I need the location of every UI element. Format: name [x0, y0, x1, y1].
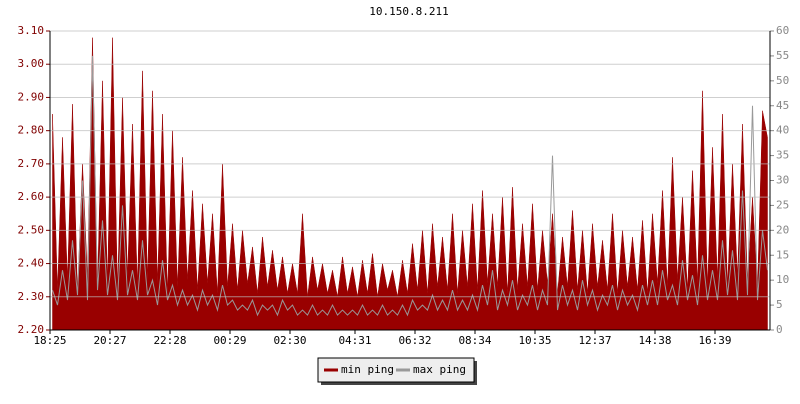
y2-tick-label: 25: [776, 198, 789, 211]
x-tick-label: 02:30: [273, 334, 306, 347]
y2-tick-label: 45: [776, 99, 789, 112]
y-tick-label: 2.20: [18, 323, 45, 336]
x-tick-label: 06:32: [398, 334, 431, 347]
y-tick-label: 2.70: [18, 157, 45, 170]
legend-label: max ping: [413, 363, 466, 376]
y-tick-label: 2.50: [18, 223, 45, 236]
y2-tick-label: 10: [776, 273, 789, 286]
chart-title: 10.150.8.211: [369, 5, 448, 18]
y2-tick-label: 5: [776, 298, 783, 311]
x-tick-label: 22:28: [153, 334, 186, 347]
x-tick-label: 16:39: [698, 334, 731, 347]
x-tick-label: 10:35: [518, 334, 551, 347]
y-tick-label: 3.10: [18, 24, 45, 37]
legend-label: min ping: [341, 363, 394, 376]
y-tick-label: 2.40: [18, 257, 45, 270]
y-tick-label: 2.60: [18, 190, 45, 203]
x-tick-label: 20:27: [93, 334, 126, 347]
y-tick-label: 3.00: [18, 57, 45, 70]
x-tick-label: 08:34: [458, 334, 491, 347]
y-tick-label: 2.80: [18, 124, 45, 137]
y-tick-label: 2.90: [18, 90, 45, 103]
x-tick-label: 18:25: [33, 334, 66, 347]
y2-tick-label: 35: [776, 149, 789, 162]
x-tick-label: 00:29: [213, 334, 246, 347]
y2-tick-label: 60: [776, 24, 789, 37]
area: [52, 37, 768, 331]
x-tick-label: 14:38: [638, 334, 671, 347]
y-tick-label: 2.30: [18, 290, 45, 303]
y2-tick-label: 0: [776, 323, 783, 336]
y2-tick-label: 40: [776, 124, 789, 137]
x-tick-label: 04:31: [338, 334, 371, 347]
y2-tick-label: 55: [776, 49, 789, 62]
y2-tick-label: 50: [776, 74, 789, 87]
x-tick-label: 12:37: [578, 334, 611, 347]
y2-tick-label: 30: [776, 174, 789, 187]
y2-tick-label: 20: [776, 223, 789, 236]
line: [52, 55, 768, 317]
y2-tick-label: 15: [776, 248, 789, 261]
